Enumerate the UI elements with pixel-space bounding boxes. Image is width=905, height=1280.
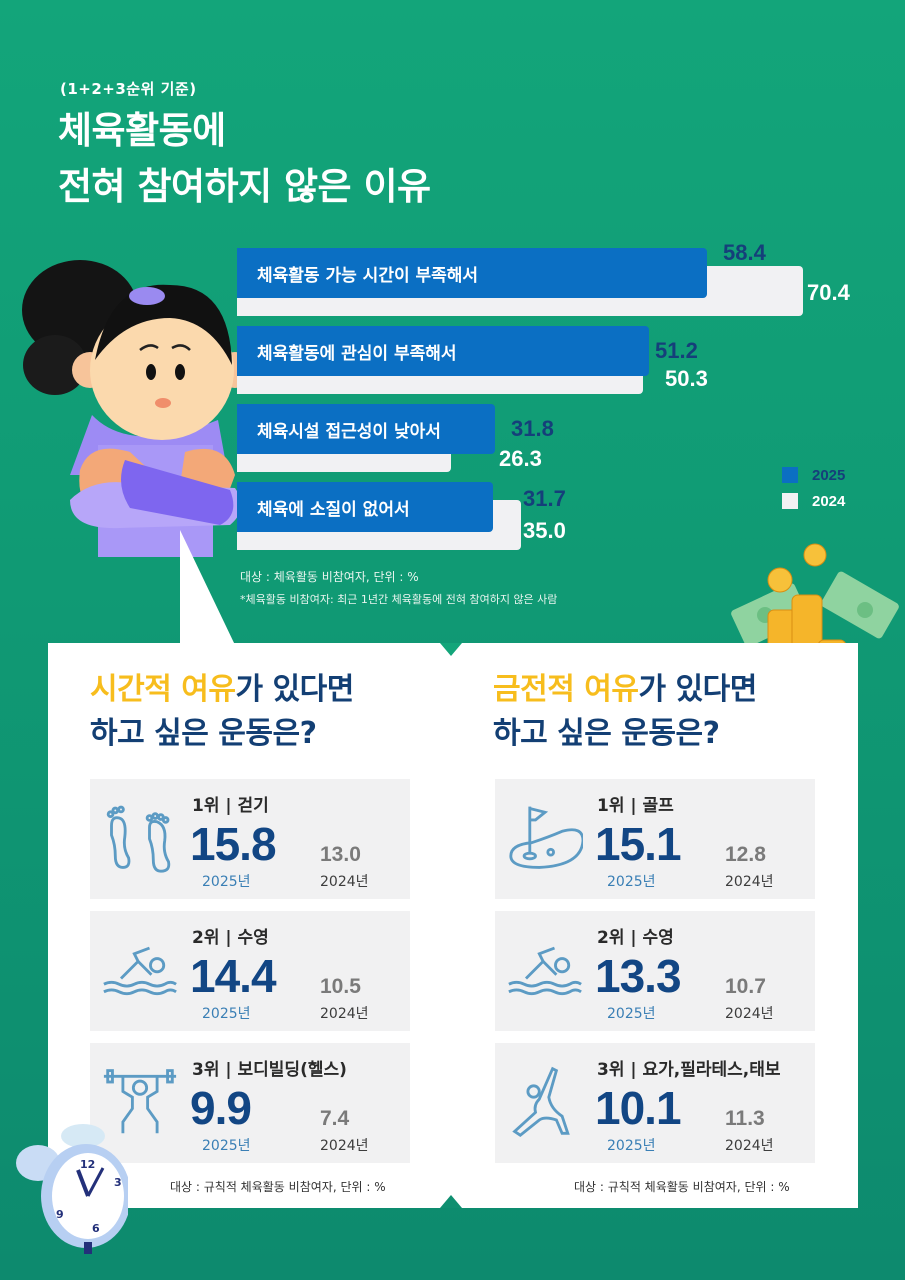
- value-2025: 10.1: [595, 1082, 682, 1134]
- money-section-note: 대상 : 규칙적 체육활동 비참여자, 단위 : %: [574, 1180, 790, 1194]
- legend-label: 2025: [812, 466, 846, 484]
- money-title-highlight: 금전적 여유: [493, 672, 639, 707]
- speech-bubble-tail: [180, 530, 235, 645]
- legend-swatch-2025: [782, 467, 798, 483]
- svg-text:6: 6: [92, 1222, 100, 1235]
- title-line-1: 체육활동에: [58, 109, 226, 152]
- year-2024-label: 2024년: [725, 1138, 774, 1154]
- value-2024: 10.7: [725, 975, 766, 998]
- value-2024: 7.4: [320, 1107, 350, 1130]
- yoga-pose-icon: [512, 1066, 570, 1137]
- alarm-clock-illustration: 12 3 6 9: [16, 1124, 128, 1254]
- year-2024-label: 2024년: [320, 1138, 369, 1154]
- rank-label: 2위 | 수영: [192, 928, 269, 948]
- money-title-rest: 가 있다면: [638, 672, 757, 707]
- swimmer-icon: [508, 946, 582, 996]
- page-title: 체육활동에 전혀 참여하지 않은 이유: [58, 103, 431, 215]
- rank-label: 1위 | 걷기: [192, 796, 269, 816]
- money-rank-1-card: 1위 | 골프 15.1 2025년 12.8 2024년: [495, 779, 815, 899]
- year-2024-label: 2024년: [320, 874, 369, 890]
- panel-bottom-notch: [440, 1195, 462, 1208]
- bar-2025: 체육활동 가능 시간이 부족해서: [237, 248, 707, 298]
- golf-flag-icon: [509, 806, 583, 869]
- money-title-line2: 하고 싶은 운동은?: [493, 716, 720, 751]
- footprints-icon: [106, 805, 171, 873]
- time-rank-3-card: 3위 | 보디빌딩(헬스) 9.9 2025년 7.4 2024년: [90, 1043, 410, 1163]
- value-2025: 58.4: [723, 240, 766, 265]
- year-2025-label: 2025년: [202, 1006, 251, 1022]
- legend-label: 2024: [812, 492, 846, 510]
- time-rank-1-card: 1위 | 걷기 15.8 2025년 13.0 2024년: [90, 779, 410, 899]
- value-2025: 15.1: [595, 818, 682, 870]
- value-2024: 50.3: [665, 366, 708, 391]
- money-section-title: 금전적 여유가 있다면 하고 싶은 운동은?: [493, 668, 757, 756]
- panel-top-notch: [440, 643, 462, 656]
- time-section-title: 시간적 여유가 있다면 하고 싶은 운동은?: [90, 668, 354, 756]
- money-rank-3-card: 3위 | 요가,필라테스,태보 10.1 2025년 11.3 2024년: [495, 1043, 815, 1163]
- title-line-2: 전혀 참여하지 않은 이유: [58, 165, 431, 208]
- svg-text:9: 9: [56, 1208, 64, 1221]
- chart-definition-note: *체육활동 비참여자: 최근 1년간 체육활동에 전혀 참여하지 않은 사람: [240, 593, 558, 606]
- value-2025: 14.4: [190, 950, 277, 1002]
- year-2024-label: 2024년: [725, 874, 774, 890]
- value-2024: 70.4: [807, 280, 850, 305]
- value-2024: 35.0: [523, 518, 566, 543]
- rank-label: 1위 | 골프: [597, 796, 674, 816]
- value-2024: 10.5: [320, 975, 361, 998]
- chart-unit-note: 대상 : 체육활동 비참여자, 단위 : %: [240, 570, 419, 584]
- legend-swatch-2024: [782, 493, 798, 509]
- value-2024: 13.0: [320, 843, 361, 866]
- value-2024: 12.8: [725, 843, 766, 866]
- time-title-highlight: 시간적 여유: [90, 672, 236, 707]
- bar-2025: 체육에 소질이 없어서: [237, 482, 493, 532]
- money-rank-2-card: 2위 | 수영 13.3 2025년 10.7 2024년: [495, 911, 815, 1031]
- svg-text:12: 12: [80, 1158, 95, 1171]
- value-2024: 11.3: [725, 1107, 765, 1130]
- value-2025: 31.7: [523, 486, 566, 511]
- year-2025-label: 2025년: [202, 1138, 251, 1154]
- chart-legend: 2025 2024: [782, 462, 845, 514]
- rank-label: 3위 | 요가,필라테스,태보: [597, 1060, 781, 1080]
- value-2025: 9.9: [190, 1082, 252, 1134]
- svg-text:3: 3: [114, 1176, 122, 1189]
- ranking-basis-label: (1+2+3순위 기준): [60, 80, 197, 98]
- value-2025: 13.3: [595, 950, 682, 1002]
- value-2025: 31.8: [511, 416, 554, 441]
- year-2025-label: 2025년: [607, 1138, 656, 1154]
- time-title-rest: 가 있다면: [235, 672, 354, 707]
- swimmer-icon: [103, 946, 177, 996]
- time-title-line2: 하고 싶은 운동은?: [90, 716, 317, 751]
- legend-item-2024: 2024: [782, 488, 845, 514]
- legend-item-2025: 2025: [782, 462, 845, 488]
- value-2025: 51.2: [655, 338, 698, 363]
- year-2025-label: 2025년: [607, 1006, 656, 1022]
- year-2024-label: 2024년: [725, 1006, 774, 1022]
- worried-woman-illustration: [22, 260, 250, 557]
- weightlifter-icon: [103, 1069, 177, 1134]
- value-2024: 26.3: [499, 446, 542, 471]
- year-2024-label: 2024년: [320, 1006, 369, 1022]
- year-2025-label: 2025년: [202, 874, 251, 890]
- value-2025: 15.8: [190, 818, 277, 870]
- rank-label: 2위 | 수영: [597, 928, 674, 948]
- rank-label: 3위 | 보디빌딩(헬스): [192, 1060, 347, 1080]
- time-rank-2-card: 2위 | 수영 14.4 2025년 10.5 2024년: [90, 911, 410, 1031]
- bar-2025: 체육시설 접근성이 낮아서: [237, 404, 495, 454]
- bar-2025: 체육활동에 관심이 부족해서: [237, 326, 649, 376]
- time-section-note: 대상 : 규칙적 체육활동 비참여자, 단위 : %: [170, 1180, 386, 1194]
- year-2025-label: 2025년: [607, 874, 656, 890]
